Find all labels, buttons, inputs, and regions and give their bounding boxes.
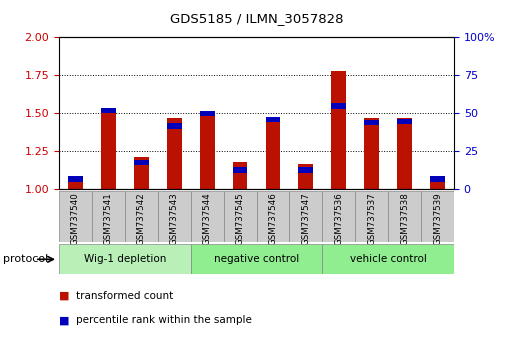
Text: GSM737542: GSM737542 [137, 193, 146, 245]
Bar [397, 118, 412, 189]
Bar [59, 244, 191, 274]
Bar [289, 191, 322, 242]
Bar [331, 71, 346, 189]
Text: GSM737546: GSM737546 [268, 193, 278, 245]
Bar [355, 191, 388, 242]
Bar [430, 176, 445, 182]
Text: ■: ■ [59, 291, 69, 301]
Bar [200, 112, 214, 189]
Bar [266, 118, 281, 189]
Bar [331, 103, 346, 109]
Bar [59, 191, 92, 242]
Bar [224, 191, 256, 242]
Text: GDS5185 / ILMN_3057828: GDS5185 / ILMN_3057828 [170, 12, 343, 25]
Text: transformed count: transformed count [76, 291, 173, 301]
Bar [299, 167, 313, 173]
Text: ■: ■ [59, 315, 69, 325]
Bar [256, 191, 289, 242]
Text: GSM737537: GSM737537 [367, 193, 376, 245]
Bar [134, 158, 149, 189]
Bar [134, 160, 149, 165]
Bar [101, 108, 116, 113]
Bar [421, 191, 454, 242]
Bar [364, 120, 379, 125]
Bar [68, 176, 83, 189]
Bar [232, 167, 247, 173]
Bar [266, 117, 281, 122]
Text: GSM737547: GSM737547 [301, 193, 310, 245]
Text: GSM737543: GSM737543 [170, 193, 179, 245]
Bar [167, 123, 182, 129]
Bar [92, 191, 125, 242]
Bar [322, 191, 355, 242]
Bar [125, 191, 158, 242]
Text: GSM737536: GSM737536 [334, 193, 343, 245]
Text: protocol: protocol [3, 254, 48, 264]
Bar [364, 118, 379, 189]
Text: percentile rank within the sample: percentile rank within the sample [76, 315, 252, 325]
Text: GSM737538: GSM737538 [400, 193, 409, 245]
Text: negative control: negative control [214, 254, 299, 264]
Bar [200, 111, 214, 116]
Bar [322, 244, 454, 274]
Bar [430, 176, 445, 189]
Text: GSM737540: GSM737540 [71, 193, 80, 245]
Text: GSM737541: GSM737541 [104, 193, 113, 245]
Text: GSM737544: GSM737544 [203, 193, 212, 245]
Bar [397, 119, 412, 124]
Bar [101, 110, 116, 189]
Bar [299, 164, 313, 189]
Text: GSM737545: GSM737545 [235, 193, 245, 245]
Text: Wig-1 depletion: Wig-1 depletion [84, 254, 166, 264]
Text: vehicle control: vehicle control [350, 254, 427, 264]
Bar [388, 191, 421, 242]
Bar [68, 176, 83, 182]
Bar [191, 244, 322, 274]
Bar [167, 118, 182, 189]
Bar [232, 162, 247, 189]
Bar [158, 191, 191, 242]
Bar [191, 191, 224, 242]
Text: GSM737539: GSM737539 [433, 193, 442, 245]
